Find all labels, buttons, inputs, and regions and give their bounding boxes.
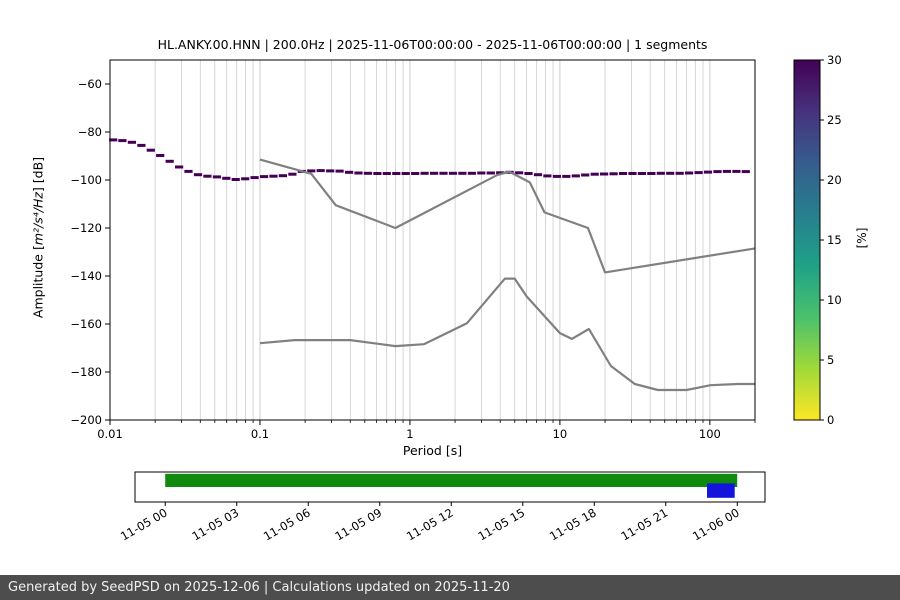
grid bbox=[109, 60, 756, 420]
timeline-tick-label: 11-05 03 bbox=[189, 505, 241, 543]
timeline-coverage-bar bbox=[165, 473, 738, 487]
y-tick-label: −120 bbox=[70, 221, 102, 235]
y-tick-label: −200 bbox=[70, 413, 102, 427]
colorbar-tick-label: 10 bbox=[827, 293, 842, 307]
timeline-tick-label: 11-06 00 bbox=[690, 505, 742, 543]
y-tick-label: −100 bbox=[70, 173, 102, 187]
colorbar-tick-label: 20 bbox=[827, 173, 842, 187]
timeline-tick-label: 11-05 06 bbox=[261, 505, 313, 543]
timeline-tick-label: 11-05 09 bbox=[332, 505, 384, 543]
y-tick-label: −60 bbox=[78, 77, 102, 91]
colorbar-tick-label: 0 bbox=[827, 413, 834, 427]
y-axis-label-units: m²/s⁴/Hz bbox=[30, 192, 46, 246]
chart-title: HL.ANKY.00.HNN | 200.0Hz | 2025-11-06T00… bbox=[157, 37, 708, 52]
colorbar-tick-label: 25 bbox=[827, 113, 842, 127]
timeline-tick-label: 11-05 00 bbox=[118, 505, 170, 543]
timeline-tick-label: 11-05 15 bbox=[475, 505, 527, 543]
series-NLNM bbox=[259, 277, 755, 392]
timeline-tick-label: 11-05 18 bbox=[547, 505, 599, 543]
timeline-segment-bar bbox=[707, 483, 735, 498]
x-tick-label: 0.01 bbox=[97, 427, 123, 441]
y-tick-label: −180 bbox=[70, 365, 102, 379]
x-axis-label: Period [s] bbox=[402, 443, 463, 458]
footer-bar: Generated by SeedPSD on 2025-12-06 | Cal… bbox=[0, 575, 900, 600]
y-axis-label-suffix: ] [dB] bbox=[30, 156, 46, 193]
y-tick-label: −160 bbox=[70, 317, 102, 331]
y-tick-label: −80 bbox=[78, 125, 102, 139]
colorbar-label: [%] bbox=[855, 227, 869, 249]
axis-ticks: 0.01 0.1 1 10 100 −60 −80 −100 −120 −140 −160 −180 −… bbox=[70, 77, 756, 441]
timeline-tick-label: 11-05 12 bbox=[404, 505, 456, 543]
axes-spines bbox=[109, 59, 756, 421]
colorbar-tick-label: 15 bbox=[827, 233, 842, 247]
timeline: 11-05 00 11-05 03 11-05 06 11-05 09 11-05 12… bbox=[118, 471, 766, 543]
footer-text: Generated by SeedPSD on 2025-12-06 | Cal… bbox=[8, 580, 510, 595]
y-axis-label-prefix: Amplitude [ bbox=[30, 245, 46, 319]
series bbox=[109, 138, 756, 392]
y-axis-label: Amplitude [m²/s⁴/Hz] [dB] bbox=[31, 88, 46, 388]
x-tick-label: 0.1 bbox=[251, 427, 269, 441]
colorbar-tick-label: 30 bbox=[827, 53, 842, 67]
x-tick-label: 10 bbox=[553, 427, 568, 441]
timeline-tick-label: 11-05 21 bbox=[618, 505, 670, 543]
x-tick-label: 1 bbox=[406, 427, 413, 441]
colorbar-tick-label: 5 bbox=[827, 353, 834, 367]
ppsd-figure: 0.01 0.1 1 10 100−60−80−100−120−140−160−180−… bbox=[70, 53, 842, 543]
colorbar-gradient bbox=[794, 60, 820, 420]
x-tick-label: 100 bbox=[699, 427, 721, 441]
series-psd-histogram-max-percent bbox=[109, 138, 750, 181]
series-NHNM bbox=[259, 158, 756, 274]
y-tick-label: −140 bbox=[70, 269, 102, 283]
